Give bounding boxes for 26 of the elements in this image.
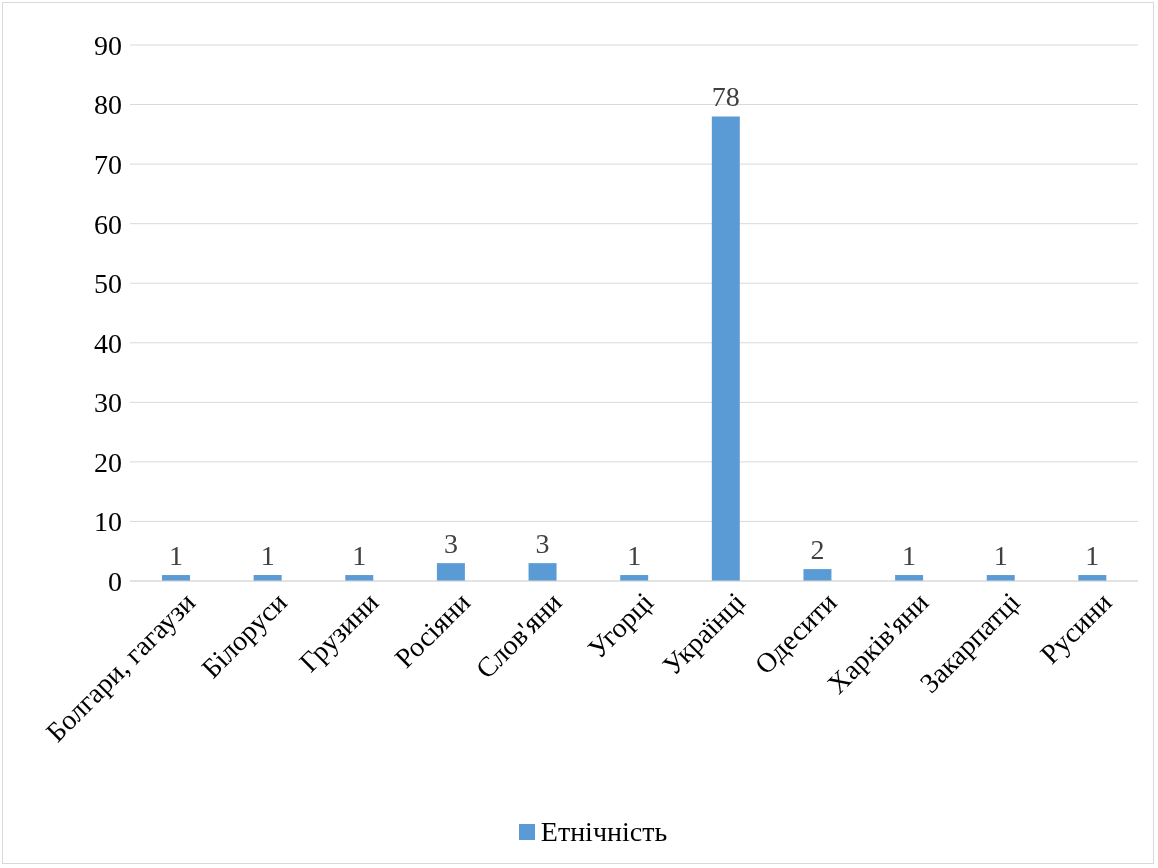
y-tick-label: 10 xyxy=(94,506,122,538)
data-label: 1 xyxy=(993,540,1008,572)
y-tick-label: 20 xyxy=(94,446,122,478)
y-tick-label: 30 xyxy=(94,387,122,419)
data-label: 1 xyxy=(169,540,183,572)
y-tick-label: 40 xyxy=(94,327,122,359)
legend-label: Етнічність xyxy=(539,816,668,848)
bar xyxy=(528,563,557,581)
data-label: 78 xyxy=(711,81,740,113)
data-label: 1 xyxy=(260,540,275,572)
y-tick-label: 90 xyxy=(94,29,122,61)
data-label: 1 xyxy=(1085,540,1100,572)
data-label: 3 xyxy=(443,528,458,560)
data-label: 1 xyxy=(352,540,367,572)
bar xyxy=(803,569,832,581)
y-tick-label: 0 xyxy=(108,565,122,597)
bar xyxy=(711,116,740,581)
bar xyxy=(436,563,465,581)
y-tick-label: 70 xyxy=(94,149,122,181)
data-label: 1 xyxy=(627,540,642,572)
data-label: 2 xyxy=(810,534,825,566)
data-label: 3 xyxy=(535,528,550,560)
y-tick-label: 60 xyxy=(94,208,122,240)
data-label: 1 xyxy=(902,540,917,572)
y-tick-label: 50 xyxy=(94,268,122,300)
y-tick-label: 80 xyxy=(94,89,122,121)
